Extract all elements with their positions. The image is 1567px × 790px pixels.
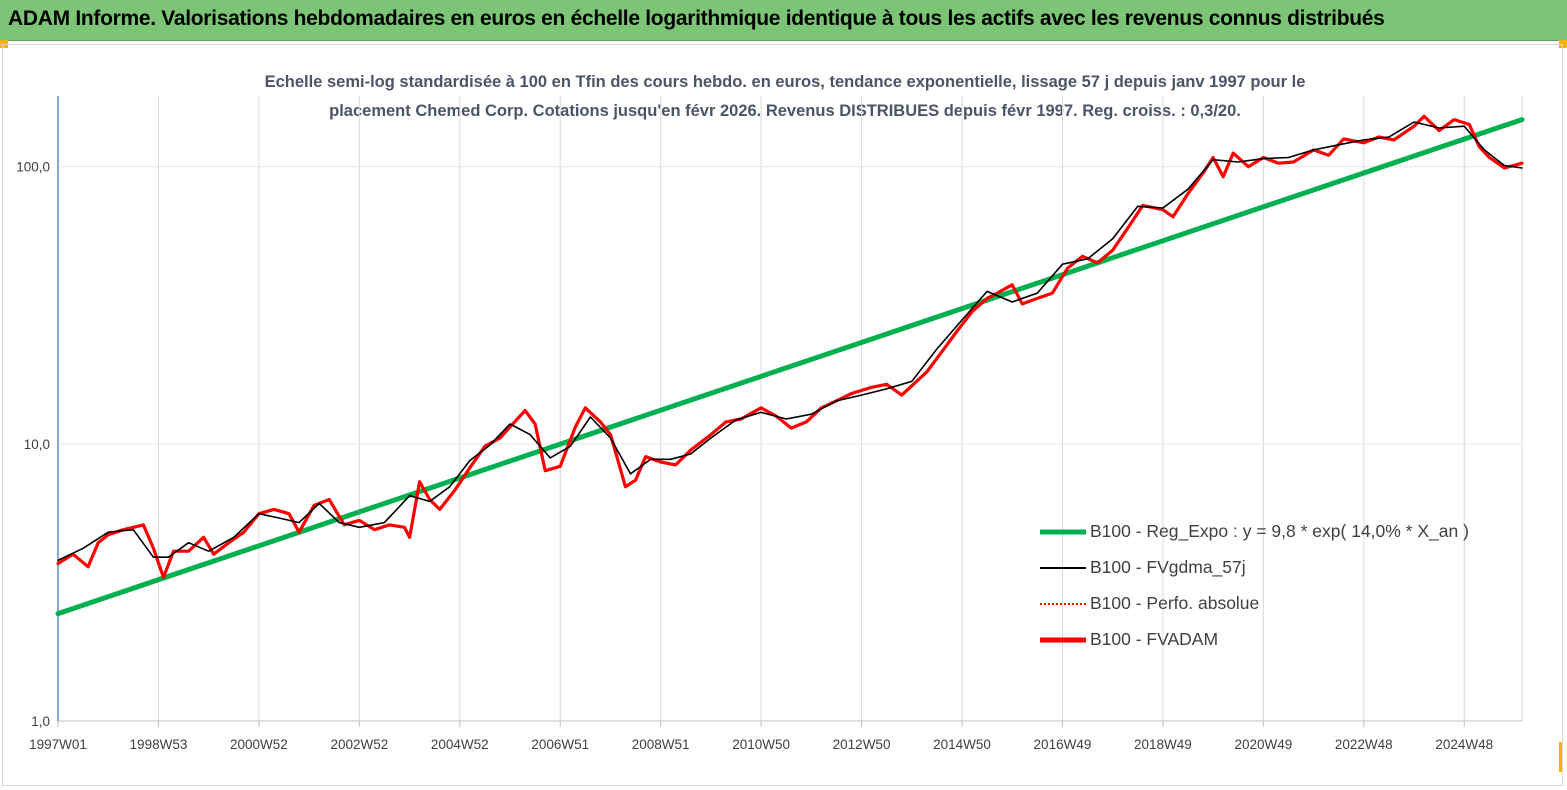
x-tick-label: 2002W52: [330, 737, 388, 752]
report-banner: ADAM Informe. Valorisations hebdomadaire…: [0, 0, 1567, 41]
x-tick-label: 2004W52: [431, 737, 489, 752]
y-tick-label: 100,0: [16, 160, 50, 175]
x-tick-label: 2006W51: [531, 737, 589, 752]
series-lines: [55, 114, 1525, 617]
x-tick-label: 2022W48: [1335, 737, 1393, 752]
legend-swatch-black: [1040, 567, 1086, 569]
grid-lines: [58, 96, 1523, 722]
x-tick-labels: 1997W01 1998W53 2000W52 2002W52 2004W52 2006W…: [29, 737, 1493, 752]
x-tick-label: 2018W49: [1134, 737, 1192, 752]
y-tick-label: 10,0: [24, 437, 50, 452]
series-line-3: [56, 114, 1524, 579]
axes: [57, 96, 1522, 727]
series-line-1: [57, 121, 1523, 562]
series-line-0: [55, 117, 1525, 617]
x-tick-label: 2024W48: [1435, 737, 1493, 752]
legend-label: B100 - FVgdma_57j: [1090, 557, 1246, 577]
chart-title-line-1: Echelle semi-log standardisée à 100 en T…: [264, 73, 1306, 91]
chart-title-line-2: placement Chemed Corp. Cotations jusqu'e…: [329, 102, 1241, 120]
legend-label: B100 - Reg_Expo : y = 9,8 * exp( 14,0% *…: [1090, 521, 1469, 541]
y-tick-labels: 1,0 10,0 100,0: [16, 160, 50, 729]
x-tick-label: 2014W50: [933, 737, 991, 752]
x-tick-label: 2010W50: [732, 737, 790, 752]
legend-swatch-green: [1040, 529, 1086, 535]
chart-frame: [2, 44, 1563, 786]
legend-label: B100 - FVADAM: [1090, 629, 1219, 649]
legend-label: B100 - Perfo. absolue: [1090, 593, 1260, 613]
x-tick-label: 1998W53: [130, 737, 188, 752]
legend-swatch-red: [1040, 637, 1086, 643]
x-tick-label: 2008W51: [632, 737, 690, 752]
corner-marker: [1559, 40, 1567, 48]
x-tick-label: 2012W50: [833, 737, 891, 752]
corner-marker: [1559, 742, 1563, 772]
x-tick-label: 2020W49: [1234, 737, 1292, 752]
chart-title: Echelle semi-log standardisée à 100 en T…: [140, 68, 1430, 126]
x-tick-label: 2016W49: [1034, 737, 1092, 752]
legend-swatch-dotted-red: [1040, 603, 1086, 605]
report-title: ADAM Informe. Valorisations hebdomadaire…: [8, 7, 1385, 30]
x-tick-label: 2000W52: [230, 737, 288, 752]
x-tick-label: 1997W01: [29, 737, 87, 752]
y-tick-label: 1,0: [31, 714, 50, 729]
